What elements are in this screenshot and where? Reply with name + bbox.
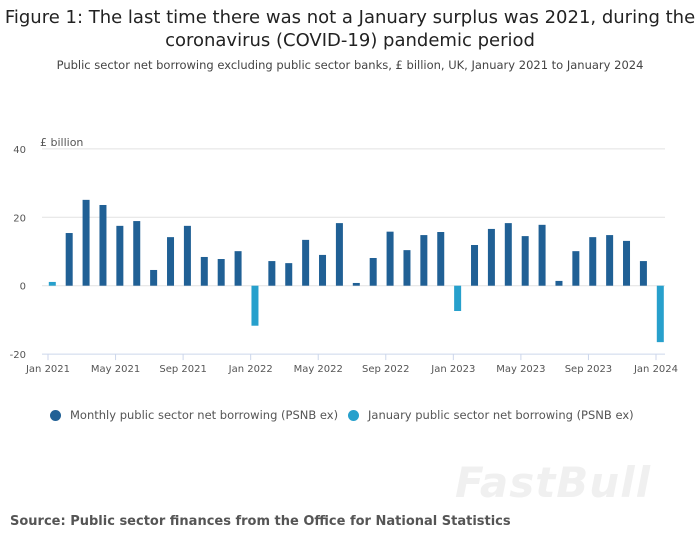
bar-jul-2021 <box>150 269 158 286</box>
bar-may-2023 <box>521 236 529 286</box>
x-tick-label: Jan 2024 <box>633 364 678 375</box>
bar-aug-2021 <box>167 237 175 286</box>
bar-jul-2023 <box>555 280 563 286</box>
x-tick-label: May 2023 <box>496 364 545 375</box>
bar-jun-2023 <box>538 224 546 286</box>
legend-item-monthly: Monthly public sector net borrowing (PSN… <box>50 408 338 422</box>
chart-subtitle: Public sector net borrowing excluding pu… <box>56 58 644 72</box>
bar-sep-2023 <box>589 237 597 286</box>
x-tick-label: Sep 2021 <box>159 364 206 375</box>
bar-jan-2024 <box>656 285 664 343</box>
bar-nov-2023 <box>623 240 631 286</box>
y-tick-label: -20 <box>10 350 26 361</box>
chart-title: Figure 1: The last time there was not a … <box>4 7 696 51</box>
bar-sep-2022 <box>386 231 394 286</box>
bar-dec-2023 <box>639 261 647 286</box>
legend-item-january: January public sector net borrowing (PSN… <box>348 408 634 422</box>
legend-swatch <box>348 409 359 421</box>
bar-mar-2023 <box>487 228 495 286</box>
x-tick-label: May 2022 <box>294 364 343 375</box>
bar-feb-2023 <box>471 245 479 286</box>
bar-jul-2022 <box>352 282 360 286</box>
bar-may-2022 <box>319 254 327 286</box>
source-note: Source: Public sector finances from the … <box>10 514 511 529</box>
bar-nov-2021 <box>217 259 225 286</box>
bar-oct-2021 <box>200 256 208 286</box>
bar-aug-2022 <box>369 257 377 286</box>
y-tick-label: 40 <box>13 145 26 156</box>
bar-chart: 40 20 0 -20 £ billion Jan 2021 May 2021 Sep 202… <box>10 136 678 375</box>
bar-feb-2022 <box>268 261 276 286</box>
y-tick-label: 0 <box>20 282 26 293</box>
bar-dec-2021 <box>234 251 242 286</box>
x-tick-label: May 2021 <box>91 364 140 375</box>
y-tick-label: 20 <box>13 213 26 224</box>
bar-aug-2023 <box>572 251 580 286</box>
bar-may-2021 <box>116 225 124 286</box>
x-tick-label: Sep 2022 <box>362 364 409 375</box>
bar-feb-2021 <box>65 233 73 286</box>
x-tick-label: Jan 2023 <box>430 364 475 375</box>
y-axis-label: £ billion <box>40 136 83 149</box>
bar-jan-2023 <box>454 285 462 312</box>
bar-nov-2022 <box>420 235 428 286</box>
bar-apr-2021 <box>99 204 107 286</box>
bar-jan-2022 <box>251 285 259 326</box>
x-tick-label: Jan 2021 <box>25 364 70 375</box>
bar-sep-2021 <box>183 225 191 286</box>
bar-jan-2021 <box>48 281 56 286</box>
x-tick-label: Jan 2022 <box>228 364 273 375</box>
bar-dec-2022 <box>437 232 445 286</box>
bar-jun-2021 <box>133 221 141 286</box>
bar-apr-2022 <box>302 239 310 286</box>
legend-label: January public sector net borrowing (PSN… <box>368 408 634 422</box>
bar-jun-2022 <box>335 223 343 286</box>
bar-mar-2022 <box>285 263 293 286</box>
bar-oct-2023 <box>606 235 614 286</box>
bar-mar-2021 <box>82 199 90 286</box>
x-tick-label: Sep 2023 <box>565 364 612 375</box>
watermark-logo: FastBull <box>455 458 651 507</box>
bar-oct-2022 <box>403 250 411 286</box>
legend-swatch <box>50 409 61 421</box>
legend-label: Monthly public sector net borrowing (PSN… <box>70 408 339 422</box>
bar-apr-2023 <box>504 223 512 286</box>
